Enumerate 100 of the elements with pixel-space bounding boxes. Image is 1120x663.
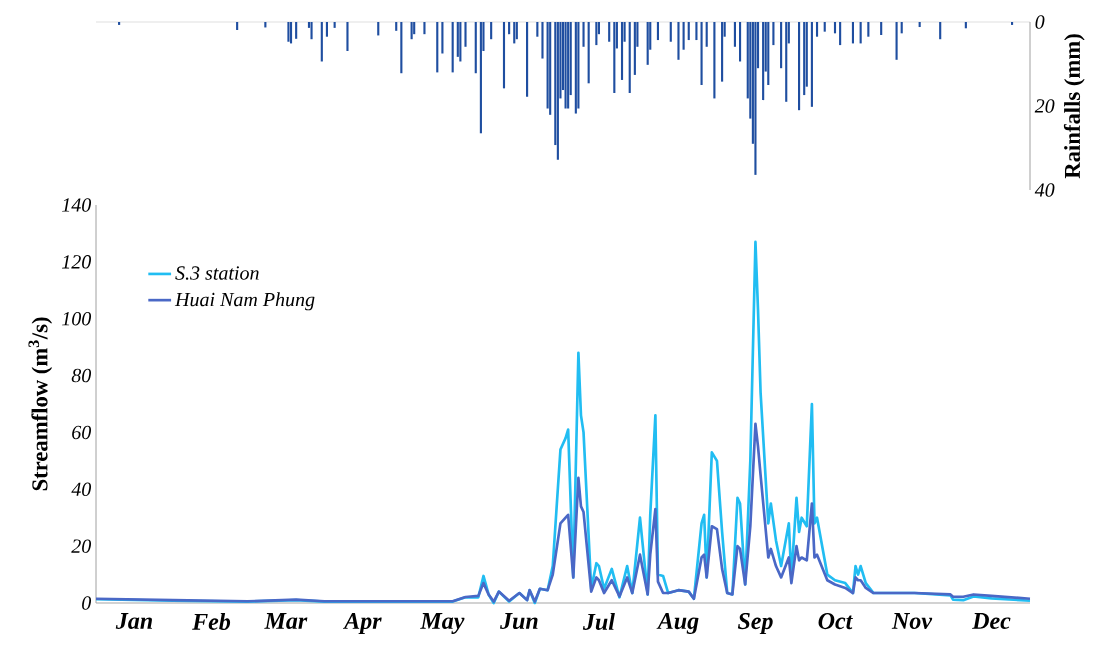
bar bbox=[767, 22, 770, 85]
bar bbox=[810, 22, 813, 107]
y-tick-label: 0 bbox=[1035, 15, 1045, 29]
bar bbox=[410, 22, 413, 40]
x-tick-label: Nov bbox=[891, 613, 933, 629]
legend-label: Huai Nam Phung bbox=[174, 292, 315, 311]
bar bbox=[400, 22, 403, 74]
bar bbox=[474, 22, 477, 74]
y-tick-label: 140 bbox=[62, 198, 92, 212]
bar bbox=[287, 22, 290, 42]
bar bbox=[608, 22, 611, 42]
bar bbox=[515, 22, 518, 40]
bar bbox=[413, 22, 416, 35]
x-tick-label: May bbox=[420, 613, 465, 634]
bar bbox=[785, 22, 788, 102]
bar bbox=[620, 22, 624, 80]
bar bbox=[320, 22, 323, 62]
bar bbox=[582, 22, 585, 47]
bar bbox=[964, 22, 967, 29]
bar bbox=[738, 22, 742, 62]
bar bbox=[595, 22, 598, 46]
bar bbox=[333, 22, 336, 28]
x-tick-label: Jan bbox=[115, 613, 152, 629]
bar bbox=[508, 22, 511, 35]
bar bbox=[441, 22, 444, 54]
bar bbox=[677, 22, 680, 60]
bar bbox=[574, 22, 577, 114]
bar bbox=[859, 22, 862, 44]
bar bbox=[798, 22, 801, 111]
bar bbox=[310, 22, 313, 40]
x-tick-label: Aug bbox=[656, 613, 699, 634]
bar bbox=[895, 22, 898, 60]
y-tick-label: 80 bbox=[71, 368, 92, 383]
x-tick-label: Apr bbox=[342, 613, 382, 634]
bar bbox=[646, 22, 649, 65]
bar bbox=[633, 22, 636, 75]
y-tick-label: 40 bbox=[71, 482, 92, 497]
bar bbox=[456, 22, 459, 57]
bar bbox=[549, 22, 552, 115]
bar bbox=[713, 22, 716, 99]
bar bbox=[613, 22, 616, 93]
bar bbox=[451, 22, 454, 73]
bar bbox=[682, 22, 685, 50]
bar bbox=[733, 22, 736, 47]
bar bbox=[867, 22, 870, 37]
bar bbox=[587, 22, 590, 84]
bar bbox=[687, 22, 690, 41]
x-tick-label: Mar bbox=[264, 613, 308, 629]
bar bbox=[833, 22, 837, 34]
bar bbox=[289, 22, 293, 44]
bar bbox=[377, 22, 380, 36]
bar bbox=[436, 22, 439, 73]
bar bbox=[628, 22, 631, 93]
bar bbox=[564, 22, 567, 109]
legend-label: S.3 station bbox=[175, 266, 259, 280]
y-tick-label: 100 bbox=[62, 311, 92, 326]
bar bbox=[900, 22, 903, 34]
bar bbox=[754, 22, 757, 175]
y-tick-label: 0 bbox=[82, 596, 92, 610]
x-tick-label: Jun bbox=[500, 613, 538, 630]
bar bbox=[815, 22, 819, 37]
bar bbox=[459, 22, 462, 62]
bar bbox=[721, 22, 724, 82]
bar bbox=[918, 22, 921, 28]
y-tick-label: 20 bbox=[71, 539, 92, 553]
bar bbox=[395, 22, 398, 31]
bar bbox=[536, 22, 539, 37]
bar bbox=[780, 22, 783, 69]
y-tick-label: 60 bbox=[72, 425, 92, 440]
y-axis-title: Streamflow (m$^{3}$/s) bbox=[28, 317, 53, 491]
x-tick-label: Sep bbox=[737, 613, 773, 635]
bar bbox=[700, 22, 703, 85]
bar bbox=[556, 22, 559, 160]
bar bbox=[346, 22, 349, 51]
bar bbox=[880, 22, 883, 36]
bar bbox=[1010, 22, 1014, 25]
bar bbox=[325, 22, 329, 37]
bar bbox=[695, 22, 698, 41]
bar bbox=[669, 22, 672, 42]
y-tick-label: 120 bbox=[62, 255, 92, 269]
bar bbox=[513, 22, 516, 44]
bar bbox=[295, 22, 298, 39]
bar bbox=[705, 22, 708, 47]
bar bbox=[464, 22, 467, 47]
bar bbox=[423, 22, 426, 35]
bar bbox=[541, 22, 544, 59]
bar bbox=[823, 22, 826, 32]
x-tick-label: Jul bbox=[582, 613, 615, 630]
bar bbox=[479, 22, 482, 134]
x-tick-label: Dec bbox=[972, 613, 1011, 629]
bar bbox=[490, 22, 493, 40]
bar bbox=[502, 22, 506, 89]
bar bbox=[526, 22, 529, 97]
bar bbox=[839, 22, 842, 46]
bar bbox=[762, 22, 765, 101]
y-tick-label: 40 bbox=[1034, 183, 1055, 197]
bar bbox=[567, 22, 570, 109]
bar bbox=[772, 22, 775, 46]
x-tick-label: Feb bbox=[192, 613, 231, 630]
bar bbox=[656, 22, 660, 41]
